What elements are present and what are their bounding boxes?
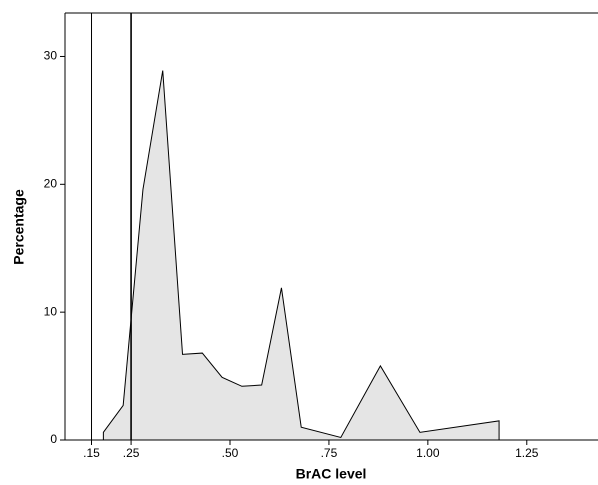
y-axis-label: Percentage bbox=[11, 189, 27, 265]
x-tick-label: .75 bbox=[321, 446, 338, 460]
area bbox=[102, 70, 500, 441]
x-tick-label: .15 bbox=[83, 446, 100, 460]
x-tick-label: .25 bbox=[123, 446, 140, 460]
x-tick-label: .50 bbox=[222, 446, 239, 460]
y-tick-label: 0 bbox=[50, 432, 57, 446]
y-tick-label: 20 bbox=[44, 176, 58, 190]
y-tick-label: 10 bbox=[44, 304, 58, 318]
x-tick-label: 1.25 bbox=[515, 446, 539, 460]
x-axis-label: BrAC level bbox=[296, 466, 367, 482]
x-tick-label: 1.00 bbox=[416, 446, 440, 460]
y-tick-label: 30 bbox=[44, 49, 58, 63]
